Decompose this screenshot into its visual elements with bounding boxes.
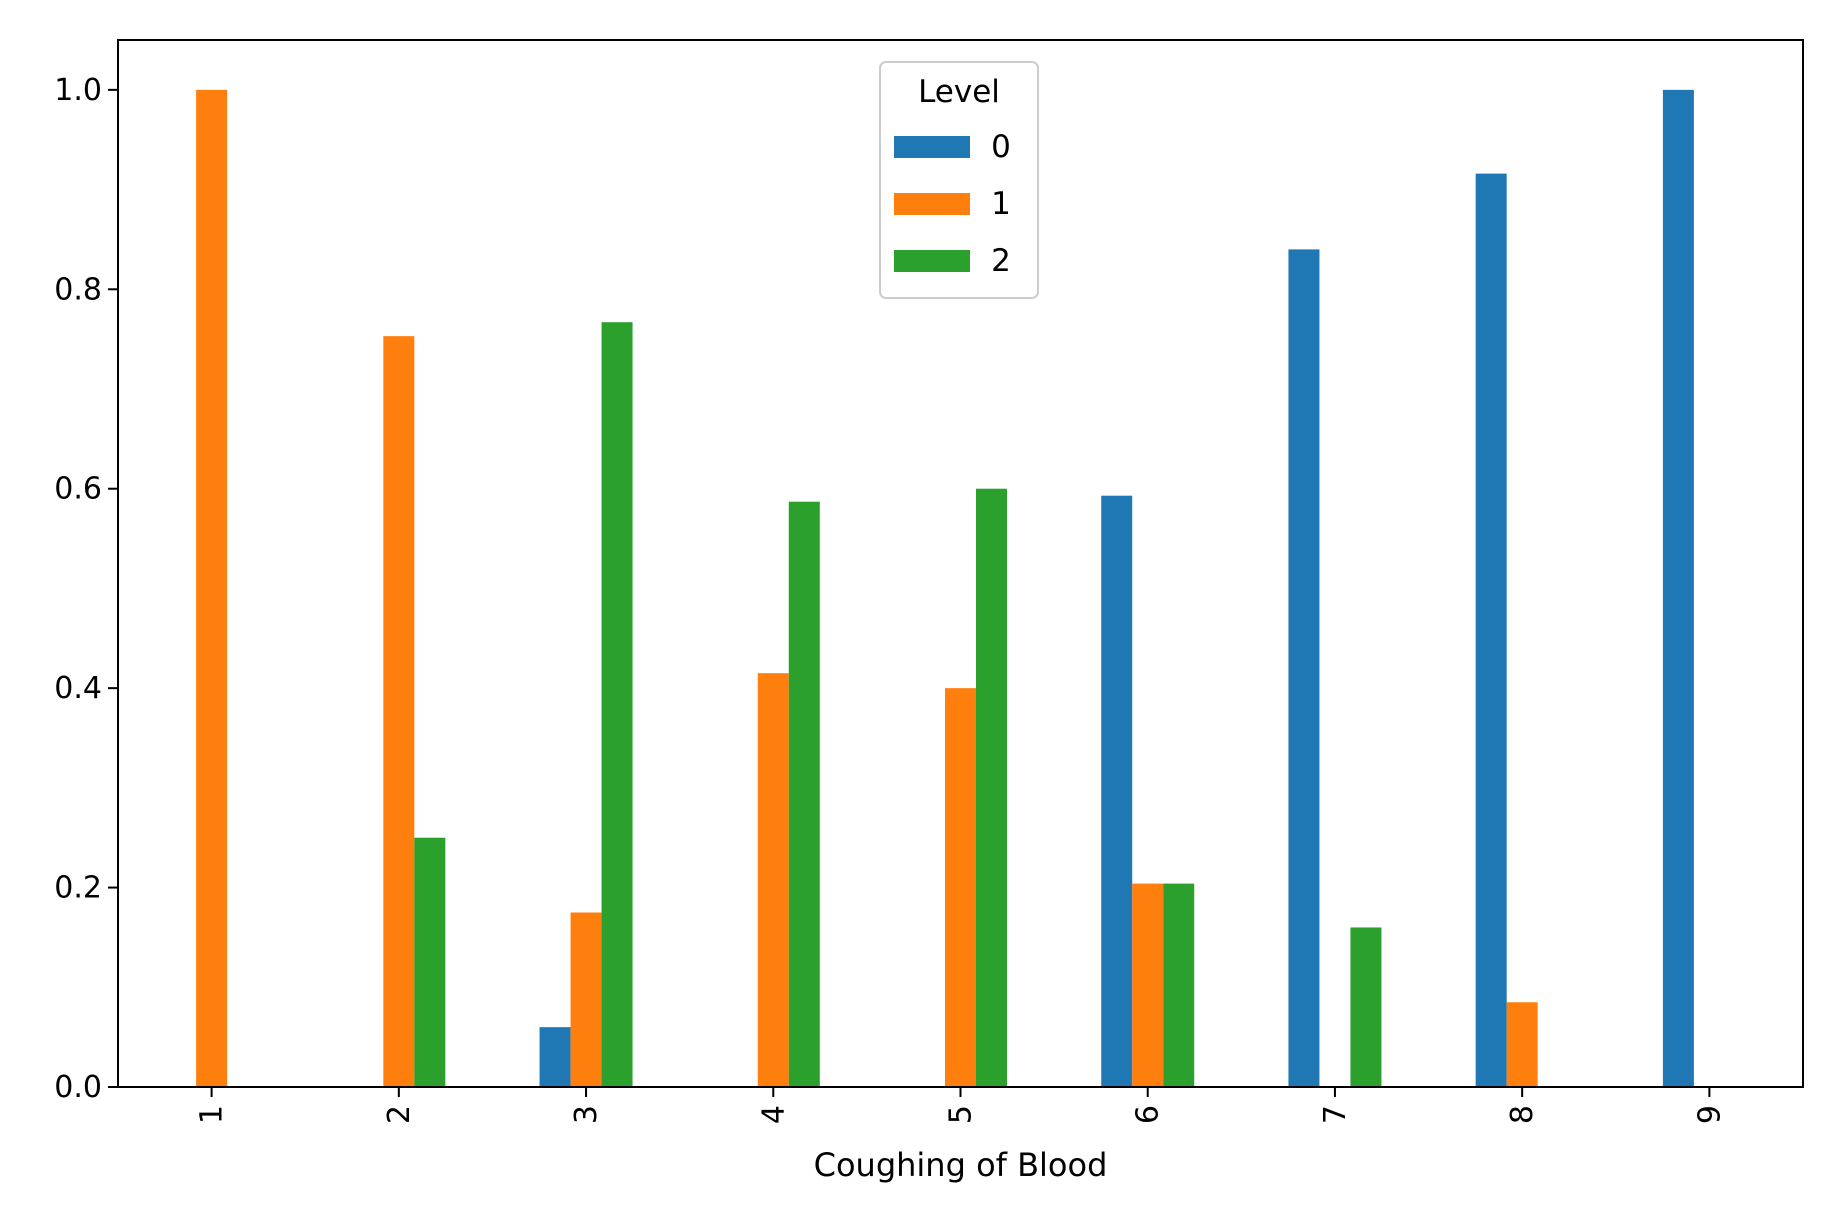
x-tick-label: 1 — [195, 1105, 230, 1124]
x-tick-label: 8 — [1505, 1105, 1540, 1124]
y-tick-label: 0.0 — [54, 1070, 102, 1105]
y-tick-label: 0.2 — [54, 871, 102, 906]
y-axis: 0.0 0.2 0.4 0.6 0.8 1.0 — [54, 73, 118, 1105]
x-axis: 1 2 3 4 5 6 7 8 9 — [195, 1087, 1727, 1124]
bar-cat-3-level-0 — [539, 1027, 571, 1087]
bar-cat-5-level-2 — [976, 488, 1007, 1087]
x-tick-label: 9 — [1692, 1105, 1727, 1124]
bar-cat-1-level-1 — [196, 89, 228, 1088]
bar-cat-4-level-1 — [757, 673, 789, 1087]
bar-cat-3-level-2 — [601, 322, 633, 1088]
legend: Level 0 1 2 — [879, 61, 1039, 299]
legend-label-level-1: 1 — [991, 186, 1011, 222]
legend-items: 0 1 2 — [894, 129, 1011, 279]
bar-cat-4-level-2 — [788, 501, 820, 1088]
legend-swatch-level-1 — [894, 193, 970, 215]
bar-cat-2-level-1 — [383, 336, 415, 1087]
bar-cat-6-level-2 — [1163, 883, 1195, 1087]
x-tick-label: 7 — [1318, 1105, 1353, 1124]
bars-group — [196, 89, 1694, 1088]
legend-label-level-0: 0 — [991, 129, 1011, 165]
x-tick-label: 5 — [944, 1105, 979, 1124]
bar-cat-9-level-0 — [1662, 89, 1694, 1088]
bar-cat-8-level-0 — [1475, 173, 1507, 1088]
legend-label-level-2: 2 — [991, 243, 1011, 279]
legend-title: Level — [918, 74, 1000, 110]
y-tick-label: 0.8 — [54, 272, 102, 307]
x-tick-label: 2 — [382, 1105, 417, 1124]
legend-swatch-level-2 — [894, 250, 970, 272]
y-tick-label: 0.6 — [54, 472, 102, 507]
bar-cat-5-level-1 — [945, 688, 976, 1087]
y-tick-label: 1.0 — [54, 73, 102, 108]
x-tick-label: 4 — [756, 1105, 791, 1124]
x-tick-label: 3 — [569, 1105, 604, 1124]
bar-cat-6-level-1 — [1132, 883, 1164, 1087]
bar-cat-7-level-0 — [1288, 249, 1320, 1087]
bar-cat-6-level-0 — [1101, 495, 1133, 1087]
x-tick-label: 6 — [1131, 1105, 1166, 1124]
plot-frame — [117, 39, 1804, 1088]
legend-swatch-level-0 — [894, 136, 970, 158]
bar-cat-8-level-1 — [1506, 1002, 1538, 1087]
bar-cat-7-level-2 — [1350, 927, 1382, 1087]
bar-cat-2-level-2 — [414, 837, 446, 1087]
bar-cat-3-level-1 — [570, 912, 602, 1087]
legend-box — [879, 61, 1039, 299]
x-axis-label: Coughing of Blood — [814, 1146, 1108, 1184]
y-tick-label: 0.4 — [54, 671, 102, 706]
